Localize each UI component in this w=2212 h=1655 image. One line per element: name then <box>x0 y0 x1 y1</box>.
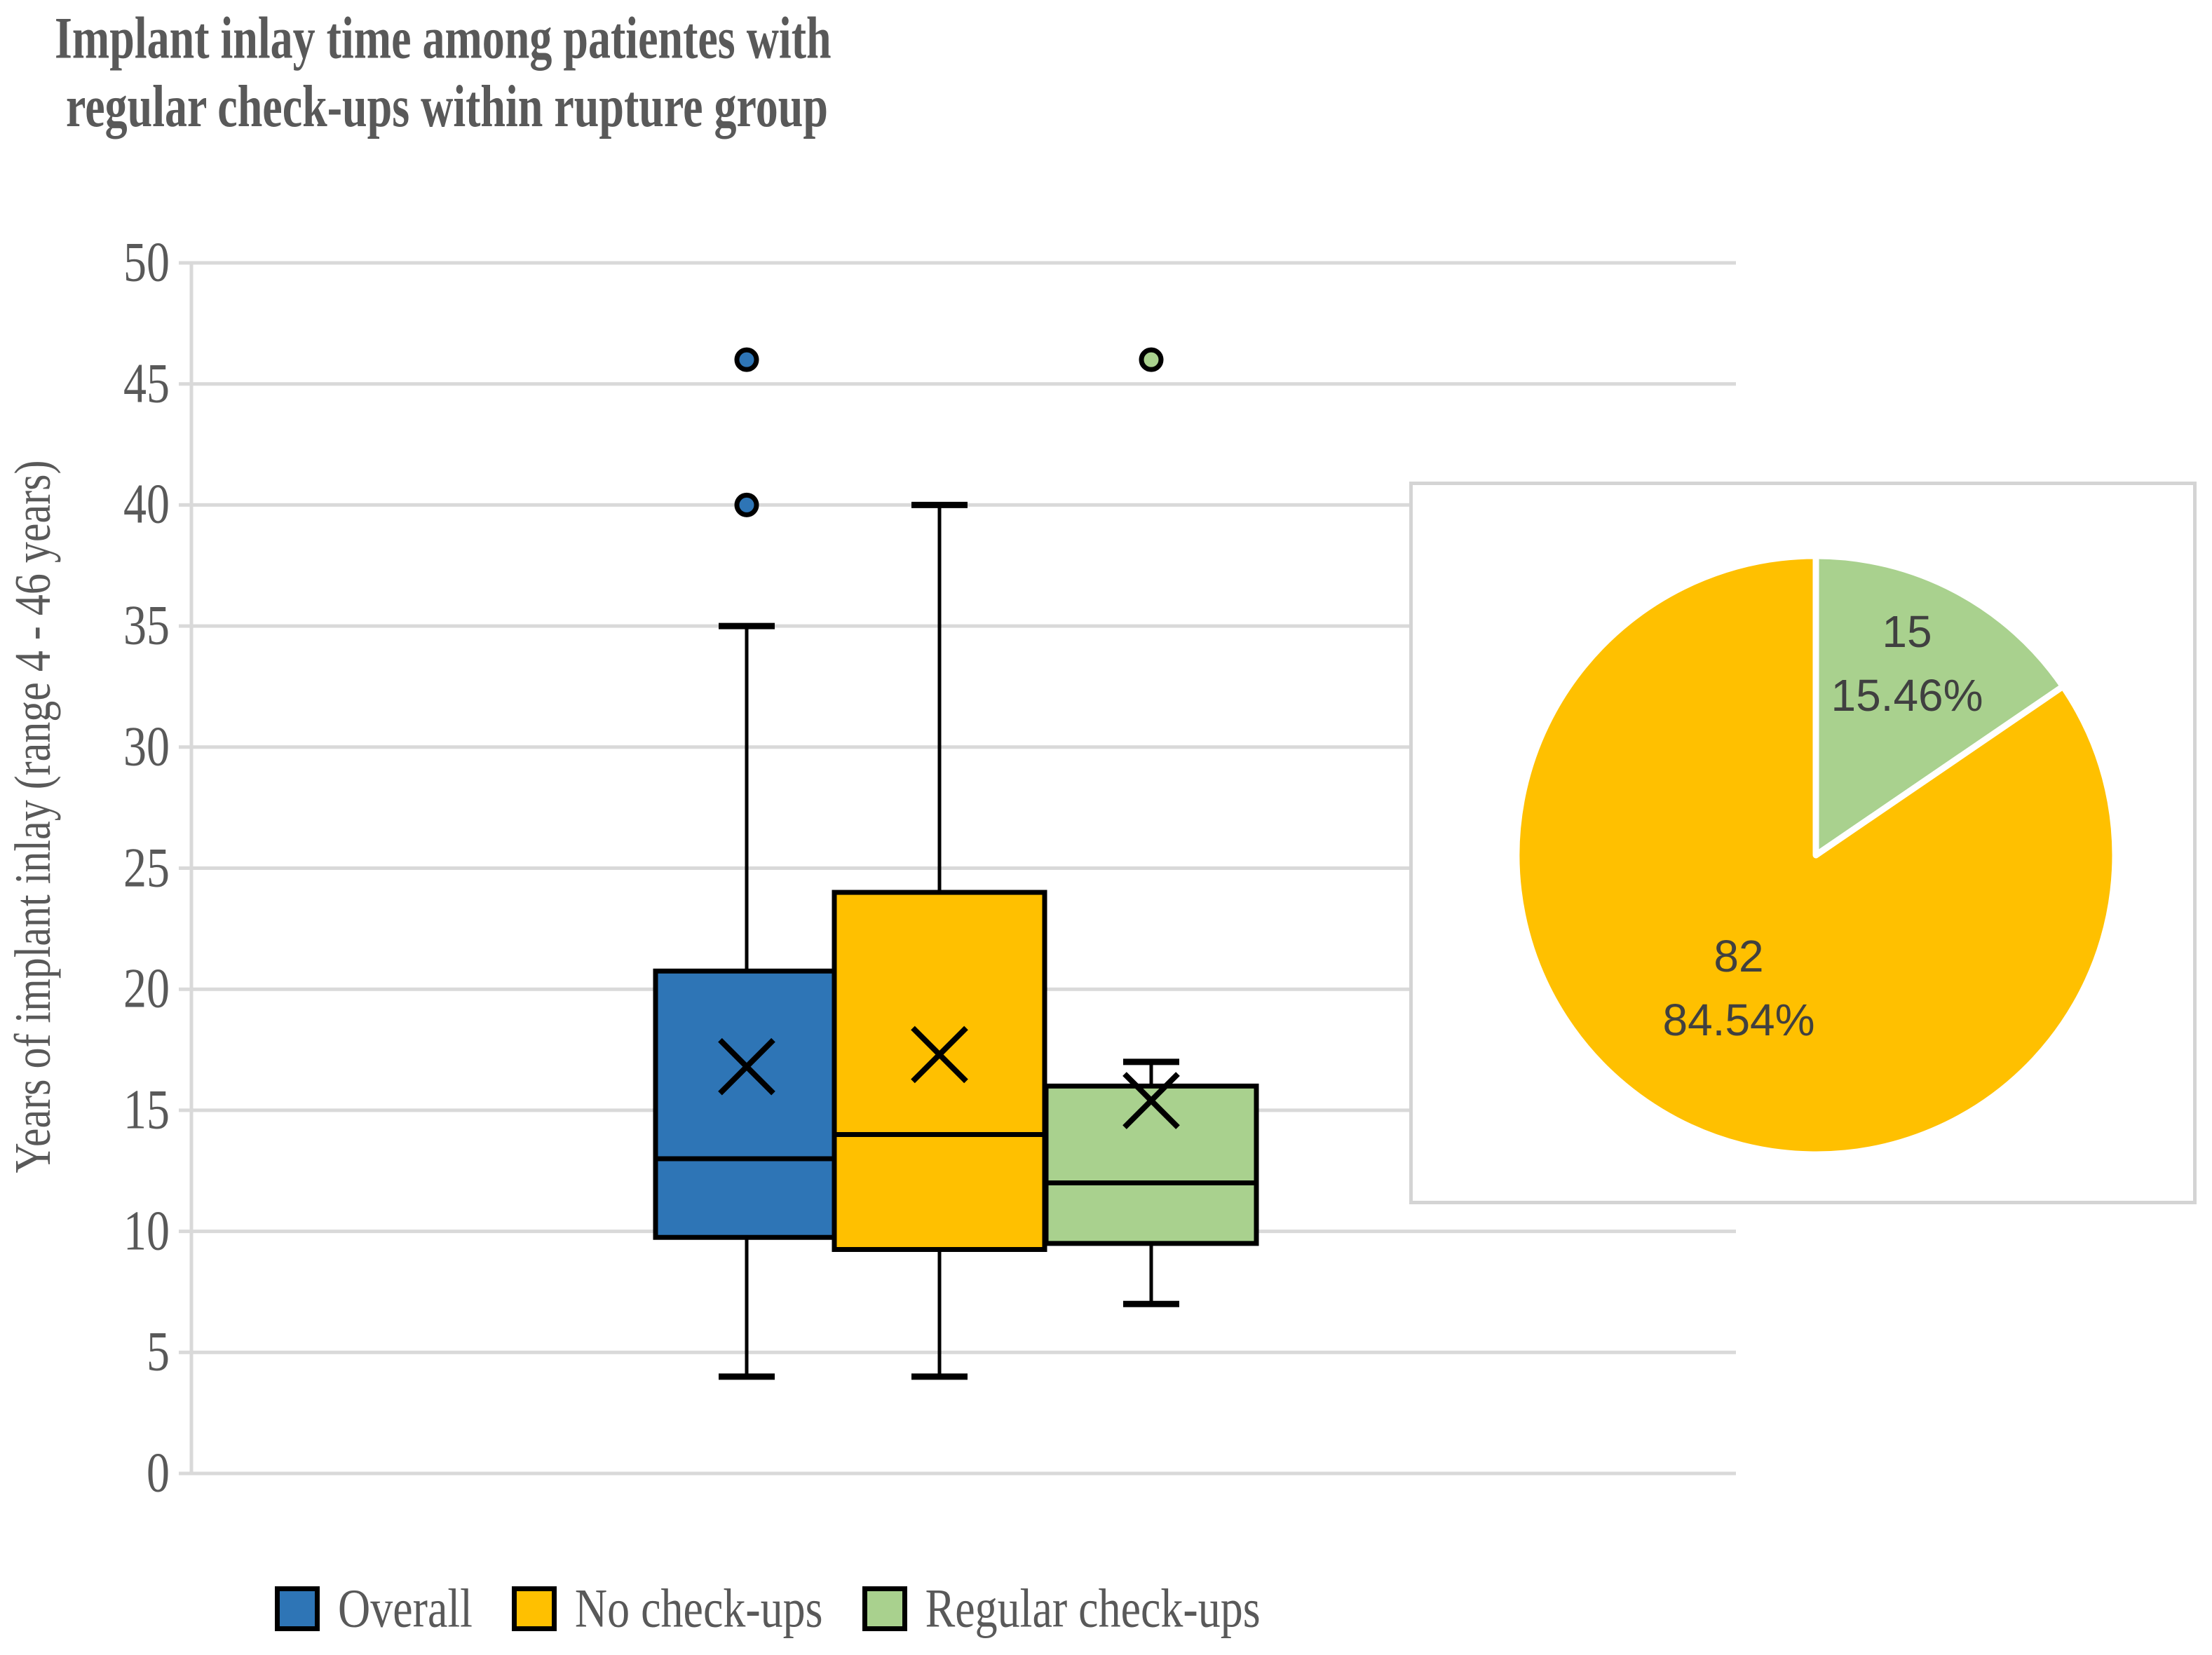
pie-inset-panel: 15 15.46% 82 84.54% <box>1409 482 2197 1204</box>
pie-label-regular-checkups: 15 15.46% <box>1831 600 1983 728</box>
pie-slice-regular-check-ups <box>1812 552 2067 859</box>
pie-pct-regular-checkups: 15.46% <box>1831 670 1983 721</box>
chart-title-line1: Implant inlay time among patientes with <box>55 5 832 71</box>
y-tick-label-5: 5 <box>147 1321 170 1384</box>
legend-label-overall: Overall <box>338 1578 473 1639</box>
pie-pct-no-checkups: 84.54% <box>1662 995 1815 1045</box>
mean-marker-no-check-ups <box>911 1026 968 1084</box>
outlier-overall-46 <box>734 347 759 372</box>
y-tick-label-15: 15 <box>123 1078 170 1141</box>
chart-title-line2: regular check-ups within rupture group <box>66 74 828 139</box>
box-no-check-ups <box>832 890 1047 1253</box>
box-overall <box>653 968 841 1240</box>
mean-marker-overall <box>718 1037 775 1096</box>
outlier-regular-check-ups-46 <box>1139 347 1164 372</box>
legend-swatch-regular-checkups <box>862 1586 907 1631</box>
legend-item-no-checkups: No check-ups <box>511 1578 823 1639</box>
y-tick-label-20: 20 <box>123 958 170 1021</box>
legend-item-overall: Overall <box>275 1578 473 1639</box>
y-tick-label-35: 35 <box>123 594 170 658</box>
y-tick-label-0: 0 <box>147 1441 170 1504</box>
pie-label-no-checkups: 82 84.54% <box>1662 925 1814 1052</box>
legend-swatch-overall <box>275 1586 320 1631</box>
pie-slice-no-check-ups <box>1513 552 2119 1158</box>
outlier-overall-40 <box>734 492 759 517</box>
y-tick-label-30: 30 <box>123 715 170 778</box>
mean-marker-regular-check-ups <box>1122 1072 1180 1129</box>
pie-value-no-checkups: 82 <box>1714 931 1764 981</box>
pie-value-regular-checkups: 15 <box>1882 606 1932 657</box>
legend-item-regular-checkups: Regular check-ups <box>862 1578 1261 1639</box>
legend-label-no-checkups: No check-ups <box>574 1578 823 1639</box>
y-tick-label-45: 45 <box>123 352 170 415</box>
legend: Overall No check-ups Regular check-ups <box>275 1578 1261 1639</box>
pie-chart <box>1513 552 2119 1158</box>
legend-swatch-no-checkups <box>511 1586 557 1631</box>
y-tick-label-10: 10 <box>123 1199 170 1262</box>
y-tick-label-50: 50 <box>123 231 170 294</box>
y-tick-label-40: 40 <box>123 473 170 536</box>
y-tick-label-25: 25 <box>123 836 170 899</box>
chart-title: Implant inlay time among patientes with … <box>55 4 832 141</box>
legend-label-regular-checkups: Regular check-ups <box>925 1578 1261 1639</box>
box-regular-check-ups <box>1043 1083 1259 1246</box>
